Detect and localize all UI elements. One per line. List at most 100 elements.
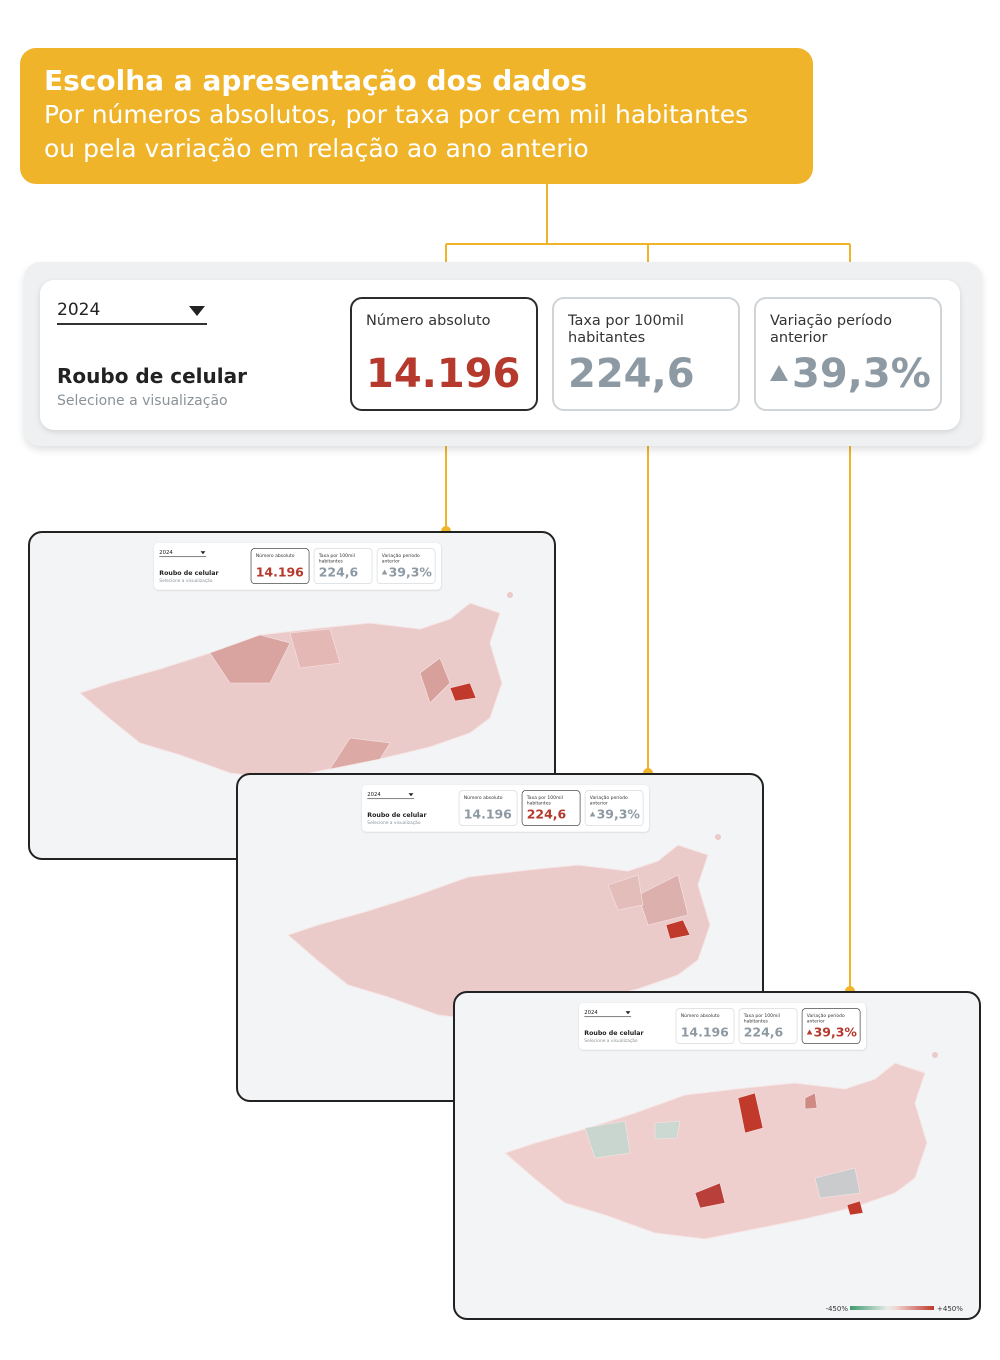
arrow-shape xyxy=(381,569,388,575)
controls-panel: 2024 Roubo de celular Selecione a visualiz… xyxy=(579,1003,867,1050)
map-district xyxy=(804,1092,818,1110)
hint: Selecione a visualização xyxy=(584,1038,638,1044)
arrow-shape xyxy=(806,1029,813,1035)
card-value-row: 14.196 xyxy=(681,1025,730,1039)
crime-name: Roubo de celular xyxy=(584,1029,644,1037)
map-district xyxy=(637,874,689,926)
view-card[interactable]: Taxa por 100mil habitantes 224,6 xyxy=(552,297,740,411)
card-label: Variação período anterior xyxy=(589,795,628,806)
card-label: Número absoluto xyxy=(366,313,491,329)
map-island xyxy=(932,1052,938,1058)
hint: Selecione a visualização xyxy=(159,578,213,584)
map-district xyxy=(694,1182,726,1209)
map-district xyxy=(846,1200,864,1216)
caret-shape xyxy=(625,1011,631,1015)
card-label: Taxa por 100mil habitantes xyxy=(318,553,355,564)
map-district xyxy=(289,628,341,669)
card-value: 39,3% xyxy=(388,565,432,580)
up-arrow xyxy=(806,1029,813,1035)
card-value-row: 39,3% xyxy=(589,807,640,822)
arrow-shape xyxy=(770,365,788,381)
crime-name: Roubo de celular xyxy=(57,364,247,388)
card-label: Número absoluto xyxy=(463,795,503,801)
year-select[interactable]: 2024 xyxy=(367,791,415,800)
banner: Escolha a apresentação dos dados Por núm… xyxy=(20,48,813,184)
card-value-row: 14.196 xyxy=(366,351,522,397)
map-district xyxy=(654,1120,681,1140)
map-region xyxy=(504,1062,928,1240)
year-select[interactable]: 2024 xyxy=(584,1009,632,1018)
map-district xyxy=(419,657,451,704)
card-value-row: 39,3% xyxy=(770,351,931,397)
map-district xyxy=(665,919,691,940)
card-value-row: 39,3% xyxy=(806,1025,857,1040)
card-label: Taxa por 100mil habitantes xyxy=(526,795,563,806)
crime-name: Roubo de celular xyxy=(159,569,219,577)
map-district xyxy=(329,737,391,770)
up-arrow xyxy=(381,569,388,575)
view-card[interactable]: Taxa por 100mil habitantes 224,6 xyxy=(313,548,373,584)
view-card[interactable]: Variação período anterior 39,3% xyxy=(584,790,644,826)
card-value: 224,6 xyxy=(526,807,567,822)
view-card[interactable]: Taxa por 100mil habitantes 224,6 xyxy=(521,790,581,826)
card-label: Variação período anterior xyxy=(770,313,892,346)
view-card[interactable]: Variação período anterior 39,3% xyxy=(376,548,436,584)
map-screenshot: -450% +450% 2024 Roubo de celular Selecione … xyxy=(453,991,981,1320)
view-card[interactable]: Variação período anterior 39,3% xyxy=(754,297,942,411)
view-card[interactable]: Número absoluto 14.196 xyxy=(250,548,310,584)
map-district xyxy=(584,1120,631,1159)
card-value-row: 14.196 xyxy=(256,565,305,579)
card-value: 14.196 xyxy=(366,351,521,397)
up-arrow xyxy=(770,365,788,381)
up-arrow xyxy=(589,811,596,817)
map: -450% +450% xyxy=(504,1052,963,1313)
card-value: 224,6 xyxy=(318,565,359,580)
map-district xyxy=(607,874,644,911)
card-value-row: 39,3% xyxy=(381,565,432,580)
map-island xyxy=(507,592,513,598)
crime-name: Roubo de celular xyxy=(367,811,427,819)
card-value-row: 224,6 xyxy=(744,1025,793,1039)
card-label: Variação período anterior xyxy=(381,553,420,564)
caret-shape xyxy=(408,793,414,797)
dropdown-caret xyxy=(189,306,205,316)
card-label: Número absoluto xyxy=(255,553,295,559)
banner-title: Escolha a apresentação dos dados xyxy=(44,64,588,97)
view-card[interactable]: Número absoluto 14.196 xyxy=(350,297,538,411)
legend-bar xyxy=(850,1306,934,1310)
legend-max: +450% xyxy=(937,1305,963,1313)
hint: Selecione a visualização xyxy=(57,393,228,409)
card-value: 39,3% xyxy=(792,351,931,397)
map-island xyxy=(715,834,721,840)
caret-shape xyxy=(189,306,205,316)
arrow-shape xyxy=(589,811,596,817)
banner-subtitle: ou pela variação em relação ao ano anter… xyxy=(44,134,589,163)
card-label: Variação período anterior xyxy=(806,1013,845,1024)
dropdown-caret xyxy=(625,1011,631,1015)
year-select[interactable]: 2024 xyxy=(57,300,207,325)
card-value: 14.196 xyxy=(680,1025,729,1040)
year-select[interactable]: 2024 xyxy=(159,549,207,558)
card-value-row: 224,6 xyxy=(568,351,724,397)
view-card[interactable]: Variação período anterior 39,3% xyxy=(801,1008,861,1044)
card-value: 224,6 xyxy=(568,351,695,397)
dropdown-caret xyxy=(200,551,206,555)
card-value-row: 14.196 xyxy=(464,807,513,821)
card-label: Taxa por 100mil habitantes xyxy=(568,313,684,346)
card-value: 39,3% xyxy=(813,1025,857,1040)
map-district xyxy=(449,682,477,702)
view-card[interactable]: Taxa por 100mil habitantes 224,6 xyxy=(738,1008,798,1044)
card-value-row: 224,6 xyxy=(319,565,368,579)
dropdown-caret xyxy=(408,793,414,797)
map xyxy=(287,834,721,1022)
map-district xyxy=(209,634,291,684)
controls-panel: 2024 Roubo de celular Selecione a visualiz… xyxy=(40,280,960,430)
view-card[interactable]: Número absoluto 14.196 xyxy=(675,1008,735,1044)
map-region xyxy=(287,844,711,1022)
card-value: 14.196 xyxy=(255,565,304,580)
controls-panel: 2024 Roubo de celular Selecione a visualiz… xyxy=(362,785,650,832)
view-card[interactable]: Número absoluto 14.196 xyxy=(458,790,518,826)
card-label: Número absoluto xyxy=(680,1013,720,1019)
card-value: 39,3% xyxy=(596,807,640,822)
